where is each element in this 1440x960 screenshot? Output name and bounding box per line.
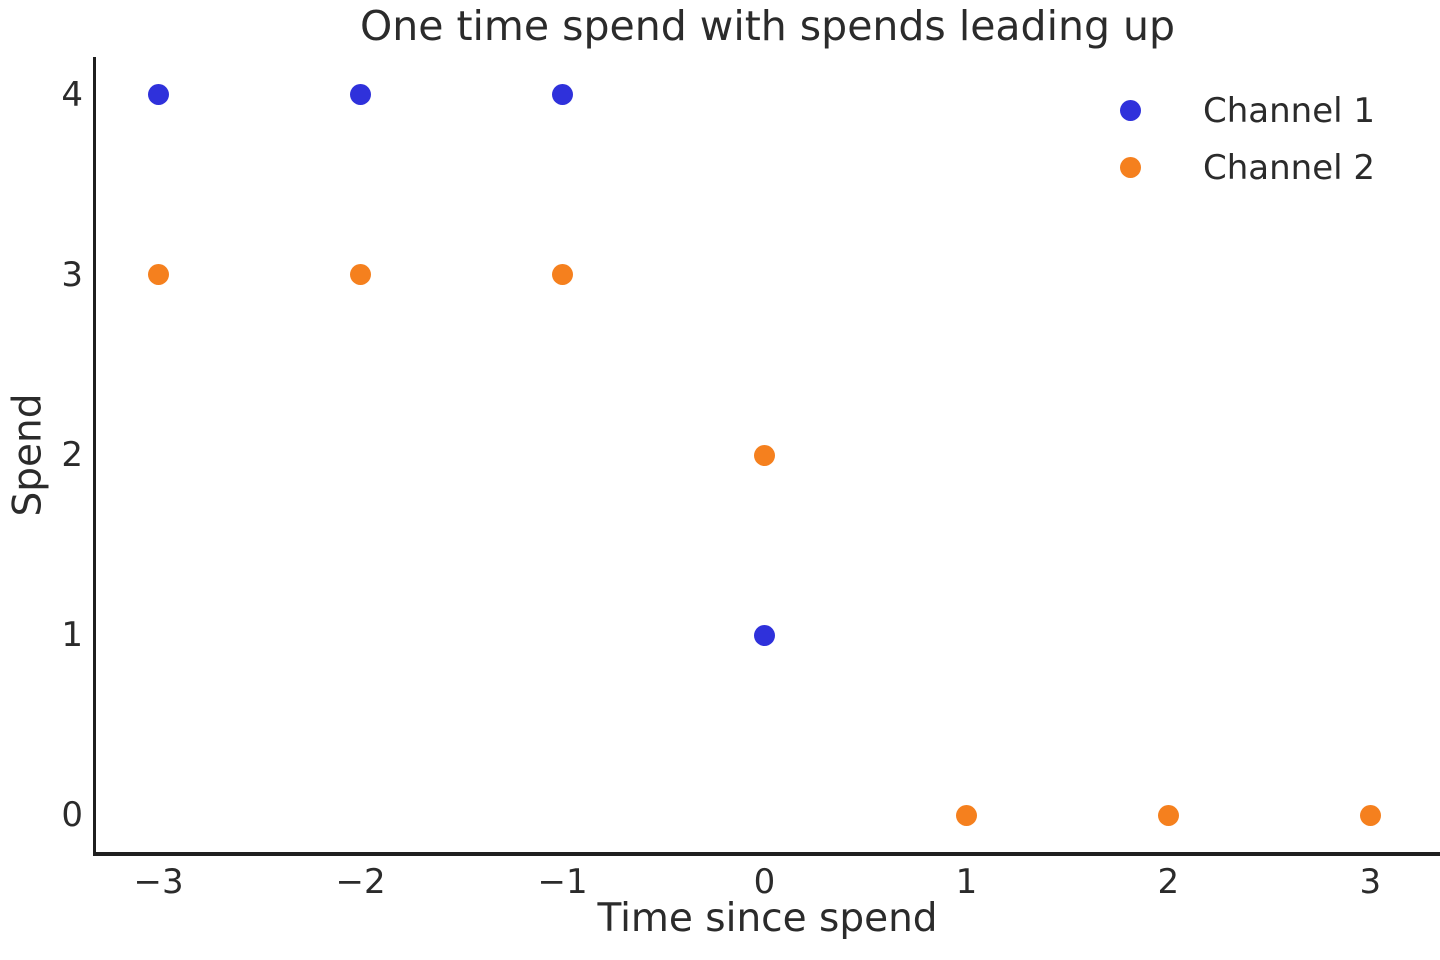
data-point-channel-1 xyxy=(552,84,574,106)
x-axis-label: Time since spend xyxy=(597,896,938,941)
plot-area xyxy=(95,57,1440,855)
data-point-channel-2 xyxy=(350,264,372,286)
legend-label-channel-2: Channel 2 xyxy=(1203,147,1376,188)
x-axis-spine xyxy=(93,852,1440,856)
y-axis-spine xyxy=(93,57,96,856)
x-tick-label: −3 xyxy=(133,862,184,902)
legend-entry-channel-1: Channel 1 xyxy=(1120,82,1375,139)
x-tick-label: −1 xyxy=(537,862,588,902)
legend-entry-channel-2: Channel 2 xyxy=(1120,139,1375,196)
data-point-channel-2 xyxy=(1359,804,1381,826)
data-point-channel-1 xyxy=(148,84,170,106)
x-tick-label: 2 xyxy=(1157,862,1180,902)
y-tick-label: 4 xyxy=(61,74,83,115)
x-tick-label: −2 xyxy=(335,862,386,902)
legend-marker-channel-1 xyxy=(1120,100,1141,121)
x-tick-label: 1 xyxy=(955,862,978,902)
y-tick-label: 0 xyxy=(61,795,83,836)
data-point-channel-2 xyxy=(1157,804,1179,826)
data-point-channel-2 xyxy=(552,264,574,286)
data-point-channel-2 xyxy=(753,444,775,466)
chart-title: One time spend with spends leading up xyxy=(359,2,1176,50)
x-tick-label: 3 xyxy=(1359,862,1382,902)
y-tick-label: 3 xyxy=(61,254,83,295)
data-point-channel-2 xyxy=(955,804,977,826)
y-tick-label: 1 xyxy=(61,615,83,656)
data-point-channel-1 xyxy=(753,624,775,646)
x-tick-label: 0 xyxy=(753,862,776,902)
legend: Channel 1 Channel 2 xyxy=(1120,82,1375,196)
legend-marker-channel-2 xyxy=(1120,157,1141,178)
y-axis-label: Spend xyxy=(5,393,51,517)
y-tick-label: 2 xyxy=(61,435,83,475)
data-point-channel-1 xyxy=(350,84,372,106)
legend-label-channel-1: Channel 1 xyxy=(1203,90,1376,131)
data-point-channel-2 xyxy=(148,264,170,286)
